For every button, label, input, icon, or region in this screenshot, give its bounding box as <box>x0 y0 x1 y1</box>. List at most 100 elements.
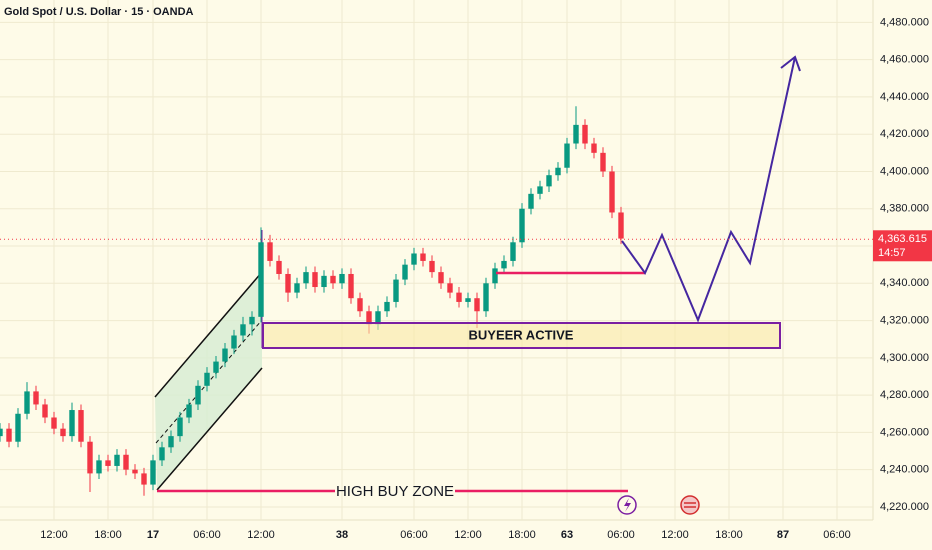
candle-body <box>42 404 48 418</box>
y-tick-label: 4,260.000 <box>880 426 929 438</box>
candle-body <box>456 292 462 302</box>
projection-path <box>621 56 796 323</box>
candle-body <box>375 311 381 325</box>
candle-body <box>177 417 183 437</box>
candle-body <box>483 283 489 312</box>
candle-body <box>96 460 102 474</box>
chart-title: Gold Spot / U.S. Dollar · 15 · OANDA <box>4 6 194 18</box>
y-tick-label: 4,340.000 <box>880 277 929 289</box>
channel-line <box>154 271 263 398</box>
candle-body <box>465 298 471 302</box>
candle-body <box>204 372 210 386</box>
candle-body <box>303 272 309 284</box>
candle-body <box>24 391 30 414</box>
x-tick-label: 17 <box>147 529 159 541</box>
candle-body <box>294 283 300 293</box>
candle-body <box>618 212 624 239</box>
y-tick-label: 4,400.000 <box>880 165 929 177</box>
candle-body <box>312 272 318 288</box>
candle-body <box>357 298 363 312</box>
y-tick-label: 4,440.000 <box>880 91 929 103</box>
axes: 4,220.000 4,240.000 4,260.000 4,280.000 4,30… <box>0 16 932 541</box>
candle-body <box>501 260 507 269</box>
y-tick-label: 4,320.000 <box>880 314 929 326</box>
x-tick-label: 06:00 <box>193 529 221 541</box>
candle-body <box>510 242 516 261</box>
channel-line <box>156 367 263 491</box>
y-tick-label: 4,240.000 <box>880 464 929 476</box>
candle-body <box>528 193 534 209</box>
y-tick-label: 4,480.000 <box>880 16 929 28</box>
support-label: HIGH BUY ZONE <box>336 483 454 500</box>
candle-body <box>0 428 3 437</box>
candle-body <box>186 404 192 418</box>
x-tick-label: 63 <box>561 529 573 541</box>
y-tick-label: 4,280.000 <box>880 389 929 401</box>
candle-body <box>168 436 174 448</box>
candle-body <box>114 454 120 466</box>
candle-body <box>600 152 606 172</box>
y-tick-label: 4,300.000 <box>880 352 929 364</box>
candle-body <box>591 143 597 153</box>
candle-body <box>366 311 372 325</box>
candle-body <box>132 469 138 474</box>
x-tick-label: 18:00 <box>94 529 122 541</box>
candle-body <box>411 253 417 265</box>
candle-body <box>276 260 282 274</box>
candle-body <box>321 275 327 288</box>
x-tick-label: 12:00 <box>661 529 689 541</box>
flag-icon[interactable] <box>680 495 700 515</box>
last-price-box <box>873 230 932 262</box>
candle-body <box>330 275 336 284</box>
candle-body <box>447 283 453 293</box>
candle-body <box>141 473 147 485</box>
candle-body <box>51 417 57 429</box>
candle-body <box>231 335 237 349</box>
candle-body <box>60 428 66 437</box>
y-tick-label: 4,220.000 <box>880 501 929 513</box>
buyer-zone <box>262 322 781 349</box>
candle-body <box>402 264 408 280</box>
candle-body <box>573 124 579 144</box>
candle-body <box>159 447 165 461</box>
candle-body <box>492 268 498 284</box>
x-tick-label: 06:00 <box>400 529 428 541</box>
x-tick-label: 06:00 <box>823 529 851 541</box>
candle-body <box>6 428 12 442</box>
candle-body <box>429 260 435 273</box>
candle-body <box>69 410 75 437</box>
candle-body <box>609 171 615 213</box>
candle-body <box>33 391 39 405</box>
candles <box>0 106 624 496</box>
candle-body <box>555 167 561 176</box>
candle-body <box>258 242 264 317</box>
candle-body <box>564 143 570 168</box>
zone-label: BUYEER ACTIVE <box>469 327 574 342</box>
candle-body <box>78 410 84 442</box>
y-tick-label: 4,420.000 <box>880 128 929 140</box>
x-tick-label: 06:00 <box>607 529 635 541</box>
candle-body <box>582 124 588 144</box>
x-tick-label: 12:00 <box>454 529 482 541</box>
candle-body <box>393 279 399 302</box>
grid <box>0 0 873 520</box>
x-tick-label: 12:00 <box>40 529 68 541</box>
x-tick-label: 12:00 <box>247 529 275 541</box>
candle-body <box>105 460 111 466</box>
candle-body <box>438 272 444 284</box>
candle-body <box>195 385 201 405</box>
candle-body <box>339 273 345 284</box>
x-tick-label: 18:00 <box>508 529 536 541</box>
candle-body <box>519 208 525 243</box>
candle-body <box>15 413 21 442</box>
x-tick-label: 18:00 <box>715 529 743 541</box>
x-tick-label: 38 <box>336 529 348 541</box>
y-tick-label: 4,460.000 <box>880 54 929 66</box>
event-icon-glyph <box>624 498 631 512</box>
candle-body <box>222 348 228 362</box>
candle-body <box>213 361 219 373</box>
last-price-label: 4,363.615 <box>878 233 927 245</box>
y-tick-label: 4,380.000 <box>880 203 929 215</box>
